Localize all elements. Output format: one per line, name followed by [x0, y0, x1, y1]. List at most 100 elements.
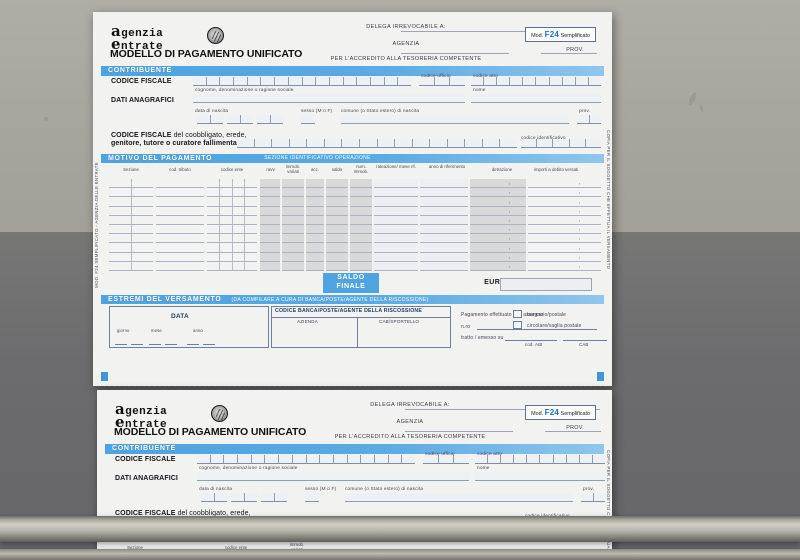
cell-acc[interactable] — [306, 243, 324, 253]
motivo-row[interactable]: ,, — [101, 252, 604, 262]
cell-ravv[interactable] — [260, 179, 280, 189]
codice-identificativo-input[interactable] — [521, 138, 601, 148]
cell-codice-ente[interactable] — [207, 188, 257, 198]
cod-abi-input[interactable] — [505, 340, 557, 342]
cell-anno-rif[interactable] — [420, 206, 468, 216]
comune-nascita-input-bottom[interactable] — [345, 492, 573, 502]
cell-anno-rif[interactable] — [420, 234, 468, 244]
cell-codice-ente[interactable] — [207, 243, 257, 253]
cell-sezione[interactable] — [109, 179, 153, 189]
mese-input[interactable] — [227, 114, 253, 124]
cell-credito[interactable] — [533, 225, 601, 235]
cell-sezione[interactable] — [109, 261, 153, 271]
codice-ufficio-input-bottom[interactable] — [423, 454, 469, 464]
cell-saldo[interactable] — [326, 188, 348, 198]
cell-rateazione[interactable] — [374, 179, 418, 189]
cell-credito[interactable] — [533, 253, 601, 262]
cell-codice-ente[interactable] — [207, 234, 257, 244]
prov-input-rule[interactable] — [541, 53, 597, 54]
cell-detrazione[interactable]: , — [470, 261, 526, 271]
motivo-row[interactable]: ,, — [101, 261, 604, 271]
cell-credito[interactable] — [533, 243, 601, 253]
motivo-row[interactable]: ,, — [101, 243, 604, 253]
delega-input-rule[interactable] — [401, 31, 596, 32]
cell-acc[interactable] — [306, 215, 324, 225]
motivo-row[interactable]: ,, — [101, 179, 604, 189]
cell-num-immob[interactable] — [350, 234, 372, 244]
cell-detrazione[interactable]: , — [470, 215, 526, 225]
cell-cod-tributo[interactable] — [156, 179, 204, 189]
cell-rateazione[interactable] — [374, 224, 418, 235]
cell-num-immob[interactable] — [350, 188, 372, 198]
cell-codice-ente[interactable] — [207, 224, 257, 235]
saldo-finale-input[interactable] — [500, 277, 592, 291]
cell-credito[interactable] — [533, 179, 601, 189]
cell-codice-ente[interactable] — [207, 197, 257, 207]
cell-acc[interactable] — [306, 234, 324, 244]
cell-ravv[interactable] — [260, 215, 280, 225]
cell-num-immob[interactable] — [350, 197, 372, 207]
cell-saldo[interactable] — [326, 224, 348, 235]
cell-codice-ente[interactable] — [207, 206, 257, 216]
cell-codice-ente[interactable] — [207, 252, 257, 262]
cell-sezione[interactable] — [109, 252, 153, 262]
cell-immob-variati[interactable] — [282, 206, 304, 216]
cell-detrazione[interactable]: , — [470, 179, 526, 189]
cell-detrazione[interactable]: , — [470, 197, 526, 207]
cell-cod-tributo[interactable] — [156, 225, 204, 235]
cell-rateazione[interactable] — [374, 206, 418, 216]
cell-sezione[interactable] — [109, 197, 153, 207]
data-mese-input[interactable] — [149, 344, 161, 346]
sesso-input[interactable] — [301, 114, 315, 124]
cell-num-immob[interactable] — [350, 206, 372, 216]
checkbox-bancario-postale[interactable] — [513, 310, 522, 319]
cell-cod-tributo[interactable] — [156, 207, 204, 216]
cell-credito[interactable] — [533, 234, 601, 244]
cell-rateazione[interactable] — [374, 197, 418, 207]
cell-immob-variati[interactable] — [282, 215, 304, 225]
cell-acc[interactable] — [306, 179, 324, 189]
cell-acc[interactable] — [306, 252, 324, 262]
cell-detrazione[interactable]: , — [470, 206, 526, 216]
cell-ravv[interactable] — [260, 224, 280, 235]
cell-saldo[interactable] — [326, 206, 348, 216]
cell-sezione[interactable] — [109, 215, 153, 225]
cell-acc[interactable] — [306, 261, 324, 271]
cell-credito[interactable] — [533, 216, 601, 225]
cell-anno-rif[interactable] — [420, 215, 468, 225]
cell-codice-ente[interactable] — [207, 261, 257, 271]
codice-fiscale-input-bottom[interactable] — [197, 454, 415, 464]
data-mese-input-2[interactable] — [165, 344, 177, 346]
cell-saldo[interactable] — [326, 261, 348, 271]
cell-acc[interactable] — [306, 206, 324, 216]
prov-input-rule-bottom[interactable] — [545, 431, 601, 432]
data-anno-input-2[interactable] — [203, 344, 215, 346]
nro-input[interactable] — [477, 329, 597, 331]
cell-acc[interactable] — [306, 188, 324, 198]
cell-num-immob[interactable] — [350, 224, 372, 235]
cell-ravv[interactable] — [260, 197, 280, 207]
cell-ravv[interactable] — [260, 206, 280, 216]
cell-credito[interactable] — [533, 262, 601, 271]
cell-anno-rif[interactable] — [420, 252, 468, 262]
f24-form-top[interactable]: agenzia entrate MODELLO DI PAGAMENTO UNI… — [93, 12, 612, 386]
cell-saldo[interactable] — [326, 252, 348, 262]
cf-coobbligato-input[interactable] — [237, 138, 517, 148]
cell-rateazione[interactable] — [374, 261, 418, 271]
sesso-input-bottom[interactable] — [305, 492, 319, 502]
cell-codice-ente[interactable] — [207, 179, 257, 189]
cell-sezione[interactable] — [109, 243, 153, 253]
cell-immob-variati[interactable] — [282, 243, 304, 253]
mese-input-bottom[interactable] — [231, 492, 257, 502]
cognome-input-bottom[interactable] — [197, 471, 469, 481]
motivo-row[interactable]: ,, — [101, 197, 604, 207]
cell-rateazione[interactable] — [374, 243, 418, 253]
cell-ravv[interactable] — [260, 243, 280, 253]
cell-anno-rif[interactable] — [420, 197, 468, 207]
cell-anno-rif[interactable] — [420, 224, 468, 235]
prov-nascita-input-bottom[interactable] — [581, 492, 605, 502]
cell-cod-tributo[interactable] — [156, 197, 204, 207]
cell-saldo[interactable] — [326, 197, 348, 207]
cell-rateazione[interactable] — [374, 188, 418, 198]
delega-input-rule-bottom[interactable] — [405, 409, 600, 410]
